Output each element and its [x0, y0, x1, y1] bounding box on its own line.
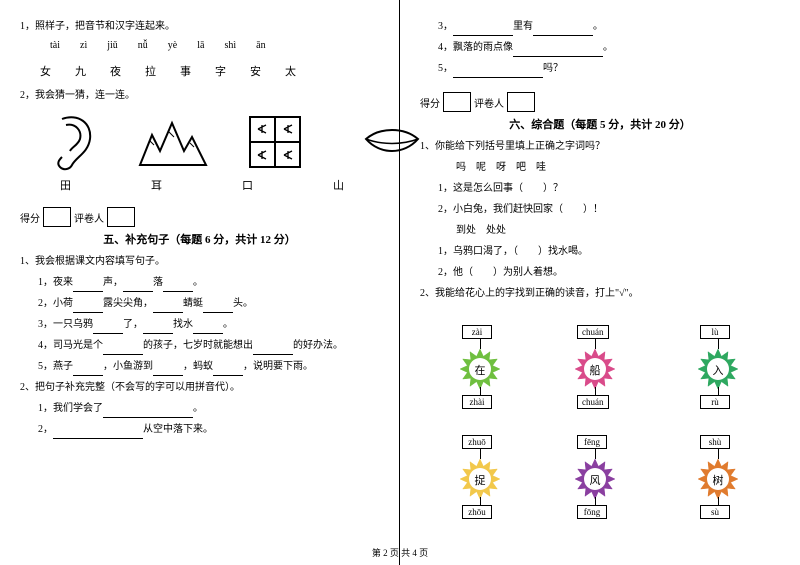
field-icon [248, 115, 302, 169]
opts: 吗 呢 呀 吧 哇 [456, 159, 780, 177]
pinyin-box-bottom[interactable]: rù [700, 395, 730, 409]
l2b: 到处 处处 [456, 222, 780, 240]
hz: 九 [75, 63, 86, 79]
pinyin-box-top[interactable]: chuán [577, 325, 609, 339]
hz: 女 [40, 63, 51, 79]
section5-title: 五、补充句子（每题 6 分，共计 12 分） [20, 231, 379, 247]
py: jiǔ [107, 40, 118, 51]
q52: 2、把句子补充完整（不会写的字可以用拼音代）。 [20, 379, 379, 397]
py: zì [80, 40, 87, 51]
hz: 太 [285, 63, 296, 79]
flower-char: 捉 [460, 472, 500, 488]
s5: 5，燕子，小鱼游到，蚂蚁，说明要下雨。 [38, 358, 379, 376]
hz: 字 [215, 63, 226, 79]
grader-cell[interactable] [507, 92, 535, 112]
pinyin-box-bottom[interactable]: zhōu [462, 505, 492, 519]
py: tài [50, 40, 60, 51]
pinyin-box-bottom[interactable]: sù [700, 505, 730, 519]
flower-char: 风 [575, 472, 615, 488]
pinyin-box-bottom[interactable]: fōng [577, 505, 607, 519]
py: shì [224, 40, 236, 51]
l3: 1，乌鸦口渴了，（ ）找水喝。 [438, 243, 780, 261]
score-cell[interactable] [43, 207, 71, 227]
s4: 4，司马光是个的孩子，七岁时就能想出的好办法。 [38, 337, 379, 355]
flower-2: 入 [698, 349, 738, 389]
pinyin-box-top[interactable]: zhuō [462, 435, 492, 449]
score-label: 得分 [20, 210, 40, 225]
r3: 3，里有。 [438, 18, 780, 36]
flower-1: 船 [575, 349, 615, 389]
flower-char: 树 [698, 472, 738, 488]
score-box-r: 得分 评卷人 [420, 92, 780, 112]
flower-char: 入 [698, 362, 738, 378]
l1: 1，这是怎么回事（ ）？ [438, 180, 780, 198]
pinyin-box-bottom[interactable]: zhài [462, 395, 492, 409]
py: nǚ [138, 40, 148, 51]
pinyin-row: tài zì jiǔ nǚ yè lā shì ān [50, 40, 379, 51]
score-box: 得分 评卷人 [20, 207, 379, 227]
mountain-icon [138, 117, 208, 167]
lbl: 田 [60, 177, 71, 193]
py: ān [256, 40, 265, 51]
pinyin-box-top[interactable]: zài [462, 325, 492, 339]
r5: 5，吗？ [438, 60, 780, 78]
grader-label: 评卷人 [74, 210, 104, 225]
s3: 3，一只乌鸦了，找水。 [38, 316, 379, 334]
flower-char: 在 [460, 362, 500, 378]
pinyin-box-top[interactable]: shù [700, 435, 730, 449]
section6-title: 六、综合题（每题 5 分，共计 20 分） [420, 116, 780, 132]
page-footer: 第 2 页 共 4 页 [0, 546, 800, 559]
pic-labels: 田 耳 口 山 [60, 177, 379, 193]
flower-3: 捉 [460, 459, 500, 499]
hz: 安 [250, 63, 261, 79]
flower-0: 在 [460, 349, 500, 389]
pinyin-box-bottom[interactable]: chuán [577, 395, 609, 409]
r4: 4，飘落的雨点像。 [438, 39, 780, 57]
lbl: 口 [242, 177, 253, 193]
q61: 1、你能给下列括号里填上正确之字词吗？ [420, 138, 780, 156]
flower-char: 船 [575, 362, 615, 378]
l2: 2，小白兔，我们赶快回家（ ）！ [438, 201, 780, 219]
score-label: 得分 [420, 95, 440, 110]
flower-4: 风 [575, 459, 615, 499]
s1: 1，夜来声，落。 [38, 274, 379, 292]
lbl: 山 [333, 177, 344, 193]
s7: 2，从空中落下来。 [38, 421, 379, 439]
score-cell[interactable] [443, 92, 471, 112]
hanzi-row: 女 九 夜 拉 事 字 安 太 [40, 63, 379, 79]
q62: 2、我能给花心上的字找到正确的读音，打上"√"。 [420, 285, 780, 303]
flower-area: 在 zài zhài 船 chuán chuán 入 lù rù 捉 zhuō zhōu 风 fēng fō… [420, 309, 780, 539]
flower-5: 树 [698, 459, 738, 499]
pinyin-box-top[interactable]: lù [700, 325, 730, 339]
hz: 拉 [145, 63, 156, 79]
py: lā [197, 40, 204, 51]
q1-text: 1，照样子，把音节和汉字连起来。 [20, 18, 379, 36]
py: yè [168, 40, 177, 51]
ear-icon [50, 113, 98, 171]
grader-cell[interactable] [107, 207, 135, 227]
pinyin-box-top[interactable]: fēng [577, 435, 607, 449]
lbl: 耳 [151, 177, 162, 193]
l4: 2，他（ ）为别人着想。 [438, 264, 780, 282]
grader-label: 评卷人 [474, 95, 504, 110]
q2-text: 2，我会猜一猜，连一连。 [20, 87, 379, 105]
hz: 夜 [110, 63, 121, 79]
s6: 1，我们学会了。 [38, 400, 379, 418]
q51: 1、我会根据课文内容填写句子。 [20, 253, 379, 271]
picture-row [50, 113, 379, 171]
hz: 事 [180, 63, 191, 79]
s2: 2，小荷露尖尖角，蜻蜓头。 [38, 295, 379, 313]
